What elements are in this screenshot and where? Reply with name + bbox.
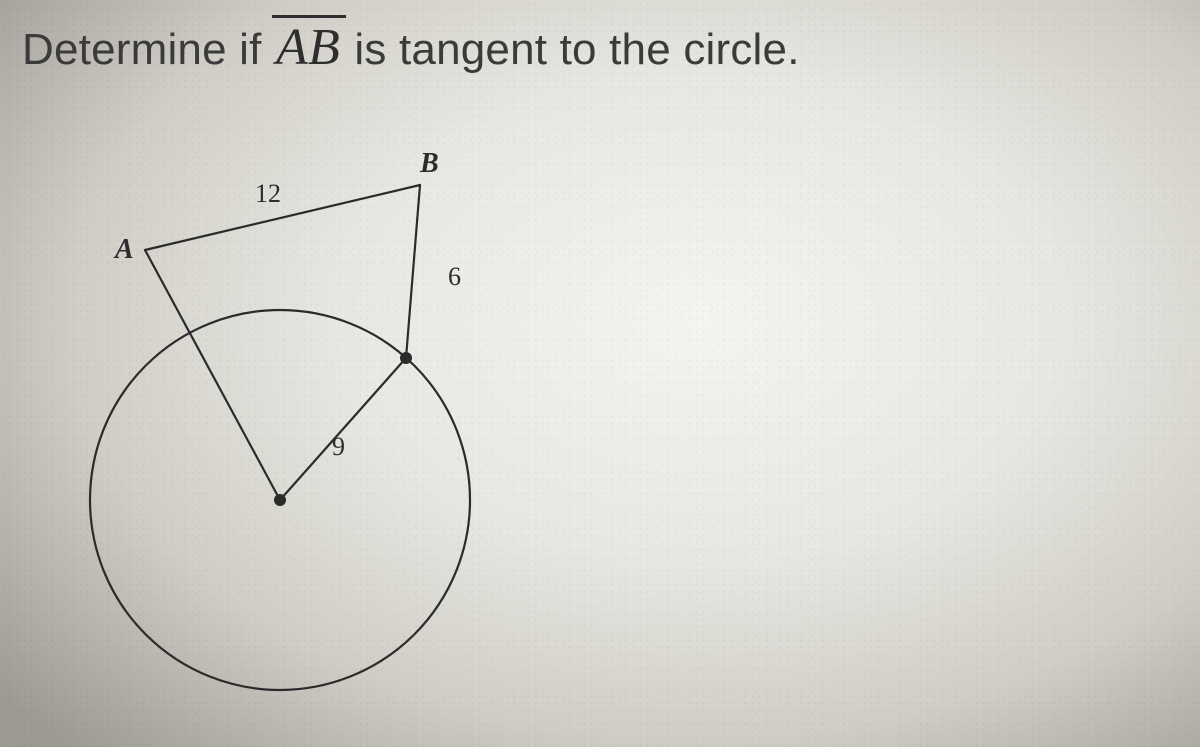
- point-B-label: B: [419, 150, 439, 179]
- segment-TO: [280, 358, 406, 500]
- tangent-point-dot: [400, 352, 412, 364]
- point-A-label: A: [113, 234, 134, 265]
- length-AB-label: 12: [255, 179, 281, 208]
- segment-AB-overline: AB: [274, 19, 342, 76]
- segments-group: [145, 185, 420, 500]
- center-dot: [274, 494, 286, 506]
- segment-AB: [145, 185, 420, 250]
- question-suffix: is tangent to the circle.: [354, 25, 799, 74]
- segment-OA: [145, 250, 280, 500]
- question-prefix: Determine if: [22, 25, 274, 74]
- diagram-svg: A B 12 6 9: [40, 150, 600, 710]
- question-text: Determine if AB is tangent to the circle…: [22, 18, 800, 77]
- length-BT-label: 6: [448, 262, 461, 291]
- geometry-diagram: A B 12 6 9: [40, 150, 600, 710]
- segment-BT: [406, 185, 420, 358]
- length-radius-label: 9: [332, 432, 345, 461]
